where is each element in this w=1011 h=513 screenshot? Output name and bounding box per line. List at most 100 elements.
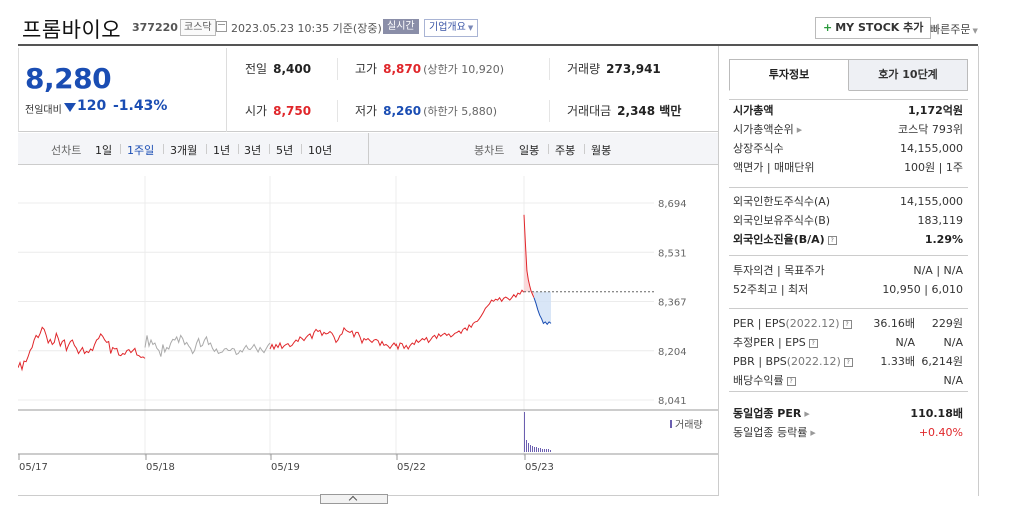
line-chart-label[interactable]: 선차트 [51,144,82,157]
tab-invest-info[interactable]: 투자정보 [729,59,849,91]
x-tick-label: 05/18 [146,462,175,473]
invest-row-value-text: 6,214원 [921,355,963,368]
invest-row-value-primary: 1.33배 [880,355,915,368]
quote-prev-close: 전일 8,400 [227,48,311,90]
trade-amount-value: 2,348 백만 [617,104,682,118]
quote-high: 고가 8,870 (상한가 10,920) [337,48,504,90]
invest-row-label-text: 액면가 | 매매단위 [733,161,815,174]
invest-row[interactable]: 시가총액순위 ▶ 코스닥 793위 [733,121,963,139]
candle-weekly[interactable]: 주봉 [555,144,576,157]
chevron-down-icon: ▼ [467,24,474,32]
y-tick-label: 8,367 [658,298,687,309]
invest-row-value: 100원 | 1주 [904,159,963,177]
help-icon[interactable]: ? [827,235,837,245]
invest-row-value: 1,172억원 [908,102,963,120]
y-tick-label: 8,204 [658,347,687,358]
low-value: 8,260 [383,104,422,118]
separator [548,144,549,154]
period-1y[interactable]: 1년 [213,144,231,157]
y-tick-label: 8,531 [658,248,687,259]
separator [269,144,270,154]
separator [301,144,302,154]
invest-row-label: 외국인소진율(B/A)? [733,231,837,249]
invest-row: PER | EPS(2022.12)? 36.16배 229원 [733,315,963,333]
invest-row: 52주최고 | 최저 10,950 | 6,010 [733,281,963,299]
help-icon[interactable]: ? [786,376,796,386]
separator [584,144,585,154]
invest-row-label: 시가총액순위 ▶ [733,121,802,139]
invest-row-label-text: 외국인보유주식수(B) [733,214,831,227]
invest-row: 시가총액 1,172억원 [733,102,963,120]
trade-amount-label: 거래대금 [567,104,612,118]
invest-row: PBR | BPS(2022.12)? 1.33배 6,214원 [733,353,963,371]
invest-row-value-text: 1,172억원 [907,104,963,117]
period-5y[interactable]: 5년 [276,144,294,157]
price-chart[interactable]: 8,694 8,531 8,367 8,204 8,041 05/17 05/18 05/19… [18,166,718,496]
divider [549,100,550,122]
separator [206,144,207,154]
invest-row-value-text: 1.29% [924,233,963,246]
x-tick-label: 05/19 [271,462,300,473]
quote-low: 저가 8,260 (하한가 5,880) [337,90,497,132]
help-icon[interactable]: ? [842,319,852,329]
period-3m[interactable]: 3개월 [170,144,198,157]
invest-row: 배당수익률? N/A [733,372,963,390]
invest-row-label-text: 상장주식수 [733,142,784,155]
separator [238,144,239,154]
invest-row-value-text: 110.18배 [910,407,963,420]
invest-row-value: 36.16배 229원 [873,315,963,333]
help-icon[interactable]: ? [843,357,853,367]
quote-trade-amount: 거래대금 2,348 백만 [549,90,681,132]
volume-label: 거래량 [675,419,703,431]
tab-orderbook[interactable]: 호가 10단계 [848,59,968,91]
help-icon[interactable]: ? [808,338,818,348]
period-10y[interactable]: 10년 [308,144,333,157]
invest-row-label-text: 외국인한도주식수(A) [733,195,831,208]
period-3y[interactable]: 3년 [244,144,262,157]
invest-row[interactable]: 동일업종 PER ▶ 110.18배 [733,405,963,423]
invest-row[interactable]: 동일업종 등락률 ▶ +0.40% [733,424,963,442]
realtime-badge[interactable]: 실시간 [383,19,419,34]
invest-row-label: 52주최고 | 최저 [733,281,808,299]
invest-info-panel: 호가 10단계 투자정보 시가총액 1,172억원 시가총액순위 ▶ 코스닥 793위 상… [718,46,979,496]
candle-chart-label[interactable]: 봉차트 [474,144,505,157]
quote-volume: 거래량 273,941 [549,48,661,90]
add-mystock-button[interactable]: + MY STOCK 추가 [815,17,932,39]
divider [337,58,338,80]
y-tick-label: 8,041 [658,396,687,407]
invest-row: 외국인소진율(B/A)? 1.29% [733,231,963,249]
invest-row-label: PBR | BPS(2022.12)? [733,353,853,371]
lower-limit: (하한가 5,880) [423,105,497,118]
volume-bar [530,445,531,452]
volume-bar [528,443,529,452]
y-tick-label: 8,694 [658,199,687,210]
volume-bar [536,447,537,452]
period-1w[interactable]: 1주일 [127,144,155,157]
invest-row-label-text: 시가총액순위 [733,123,794,136]
volume-legend-swatch [670,420,672,428]
volume-bar [538,448,539,452]
down-triangle-icon [64,103,76,112]
price-chart-svg[interactable]: 8,694 8,531 8,367 8,204 8,041 05/17 05/18 05/19… [18,166,718,496]
invest-row: 상장주식수 14,155,000 [733,140,963,158]
quick-order-menu[interactable]: 빠른주문 ▼ [930,21,978,37]
divider [729,255,968,256]
invest-row-label: 외국인보유주식수(B) [733,212,830,230]
divider [729,391,968,392]
stock-header: 프롬바이오 377220 코스닥 2023.05.23 10:35 기준(장중)… [18,8,978,46]
candle-monthly[interactable]: 월봉 [591,144,612,157]
volume-label: 거래량 [567,62,601,76]
divider [729,308,968,309]
invest-row-label-text: 외국인소진율(B/A) [733,233,825,246]
invest-row-label: PER | EPS(2022.12)? [733,315,852,333]
invest-row-value: N/A [944,372,963,390]
company-overview-dropdown[interactable]: 기업개요 ▼ [424,19,479,37]
candle-daily[interactable]: 일봉 [519,144,540,157]
invest-row-value: +0.40% [919,424,963,442]
chevron-down-icon: ▼ [972,27,978,35]
period-1d[interactable]: 1일 [95,144,113,157]
chart-scroll-handle[interactable] [320,494,388,504]
current-price-box: 8,280 전일대비 120 -1.43% [19,48,227,132]
volume-value: 273,941 [606,62,661,76]
invest-row-value-text: +0.40% [918,426,963,439]
